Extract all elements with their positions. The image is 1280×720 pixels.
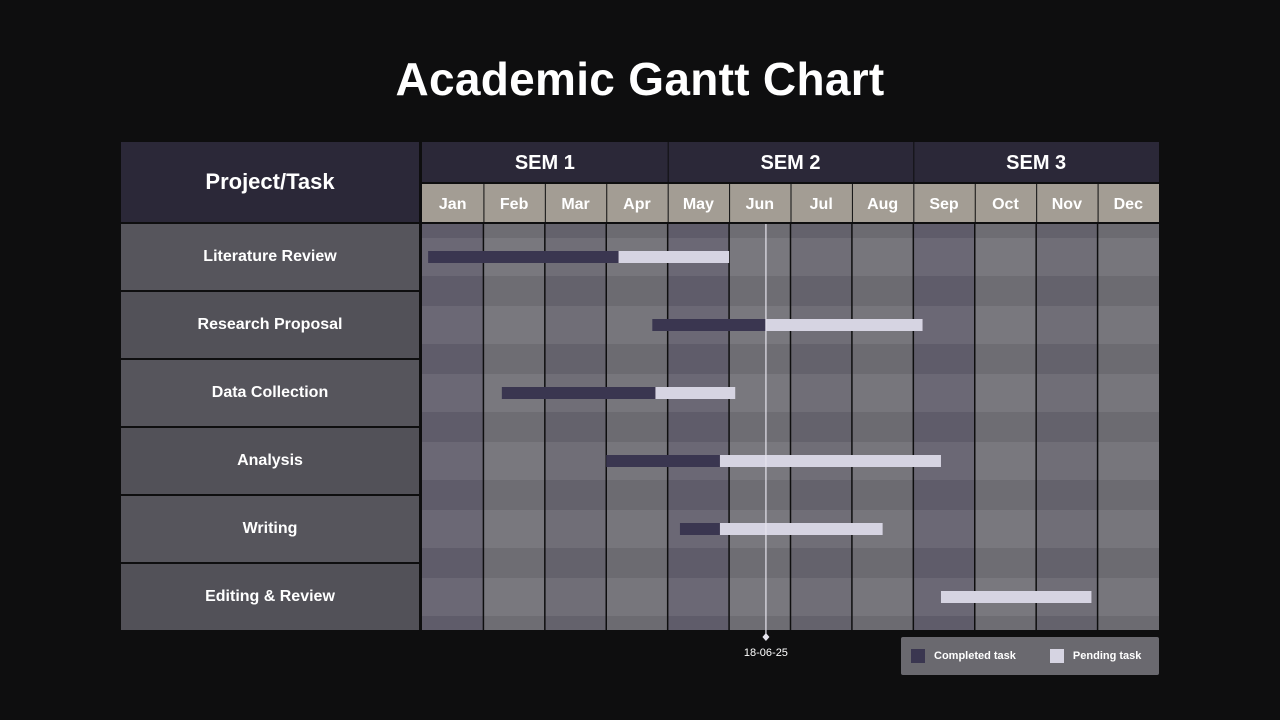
completed-bar <box>679 523 720 535</box>
month-label-feb: Feb <box>500 196 529 213</box>
month-column-aug <box>851 224 914 630</box>
task-label: Research Proposal <box>121 292 419 358</box>
month-column-jan <box>422 224 484 630</box>
legend-completed-label: Completed task <box>934 650 1016 662</box>
today-label: 18-06-25 <box>743 647 788 659</box>
legend: Completed task Pending task <box>901 637 1159 675</box>
month-header-bg <box>607 184 668 222</box>
month-column-mar <box>544 224 607 630</box>
month-column-feb <box>483 224 545 630</box>
legend-completed: Completed task <box>911 649 1016 663</box>
pending-bar <box>618 251 730 263</box>
month-column-sep <box>913 224 975 630</box>
task-label: Writing <box>121 496 419 562</box>
month-header-bg <box>730 184 791 222</box>
completed-bar <box>652 319 766 331</box>
month-label-jul: Jul <box>810 196 833 213</box>
month-header-bg <box>422 184 484 222</box>
semester-header-bg <box>422 142 668 182</box>
month-header-bg <box>545 184 607 222</box>
month-label-nov: Nov <box>1052 196 1082 213</box>
pending-swatch <box>1049 649 1064 663</box>
month-label-jan: Jan <box>439 196 467 213</box>
semester-label: SEM 3 <box>1006 152 1066 174</box>
legend-pending-label: Pending task <box>1072 650 1142 662</box>
semester-label: SEM 1 <box>515 152 575 174</box>
task-label: Literature Review <box>121 224 419 290</box>
task-label: Analysis <box>121 428 419 494</box>
month-header-bg <box>852 184 914 222</box>
semester-header-bg <box>668 142 914 182</box>
completed-bar <box>606 455 720 467</box>
completed-bar <box>428 251 619 263</box>
month-header-bg <box>791 184 852 222</box>
month-header-bg <box>914 184 975 222</box>
page-title: Academic Gantt Chart <box>395 53 885 105</box>
task-label: Data Collection <box>121 360 419 426</box>
month-label-aug: Aug <box>867 196 898 213</box>
month-header-bg <box>668 184 730 222</box>
month-header-bg <box>975 184 1037 222</box>
month-label-oct: Oct <box>992 196 1019 213</box>
semester-header-bg <box>914 142 1159 182</box>
legend-pending: Pending task <box>1049 649 1142 663</box>
month-column-nov <box>1036 224 1098 630</box>
month-label-may: May <box>683 196 714 213</box>
month-label-dec: Dec <box>1114 196 1143 213</box>
month-column-dec <box>1097 224 1159 630</box>
task-label: Editing & Review <box>121 564 419 630</box>
semester-label: SEM 2 <box>760 152 820 174</box>
month-header-bg <box>1037 184 1098 222</box>
pending-bar <box>765 319 923 331</box>
completed-swatch <box>911 649 925 663</box>
month-column-jun <box>729 224 791 630</box>
completed-bar <box>501 387 656 399</box>
month-header-bg <box>484 184 545 222</box>
month-column-may <box>667 224 730 630</box>
month-label-jun: Jun <box>746 196 774 213</box>
month-header-bg <box>1098 184 1159 222</box>
month-label-sep: Sep <box>929 196 959 213</box>
month-label-apr: Apr <box>623 196 651 213</box>
pending-bar <box>655 387 736 399</box>
today-marker <box>762 633 770 641</box>
month-column-jul <box>790 224 852 630</box>
pending-bar <box>719 523 883 535</box>
pending-bar <box>719 455 941 467</box>
month-column-apr <box>606 224 668 630</box>
month-column-oct <box>974 224 1037 630</box>
month-label-mar: Mar <box>561 196 589 213</box>
project-task-header: Project/Task <box>121 142 419 222</box>
pending-bar <box>940 591 1092 603</box>
